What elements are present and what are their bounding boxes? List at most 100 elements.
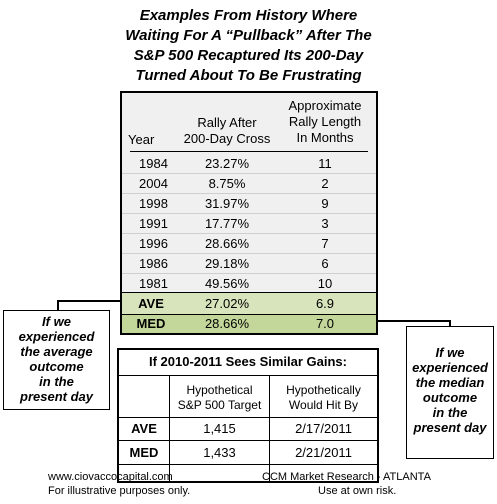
med-row: MED 28.66% 7.0 <box>122 315 376 333</box>
title-line-3: S&P 500 Recaptured Its 200-Day <box>133 47 364 64</box>
row-rally: 17.77% <box>204 216 250 231</box>
history-table: Year Rally After 200-Day Cross Approxima… <box>120 91 378 335</box>
header-underline <box>130 151 368 152</box>
projection-col-border-2 <box>269 375 270 481</box>
header-length-line-3: In Months <box>296 130 354 145</box>
footer-website: www.ciovaccocapital.com <box>48 471 173 483</box>
summary-mid-border <box>122 314 376 315</box>
median-outcome-callout: If we experienced the median outcome in … <box>406 326 494 459</box>
projection-header-border <box>119 417 377 418</box>
projection-row-border <box>119 440 377 441</box>
average-outcome-callout: If we experienced the average outcome in… <box>3 310 110 410</box>
row-rally: 29.18% <box>204 256 250 271</box>
row-year: 1986 <box>139 256 168 271</box>
header-target-line-1: Hypothetical <box>186 383 253 397</box>
callout-left-line-5: in the <box>39 374 74 389</box>
row-rally: 49.56% <box>204 276 250 291</box>
projection-med-date: 2/21/2011 <box>295 445 352 460</box>
history-table-header: Year Rally After 200-Day Cross Approxima… <box>122 93 376 151</box>
table-row: 2004 8.75% 2 <box>122 174 376 193</box>
row-separator <box>122 273 376 274</box>
row-year: 1991 <box>139 216 168 231</box>
projection-med-target: 1,433 <box>203 445 236 460</box>
row-months: 9 <box>321 196 329 211</box>
row-year: 1981 <box>139 276 168 291</box>
callout-right-line-2: experienced <box>412 360 488 375</box>
projection-bottom-row-border <box>119 464 377 465</box>
med-rally: 28.66% <box>204 316 250 331</box>
row-rally: 31.97% <box>204 196 250 211</box>
header-year: Year <box>128 132 155 147</box>
ave-months: 6.9 <box>315 296 335 311</box>
row-months: 7 <box>321 236 329 251</box>
footer-disclaimer: For illustrative purposes only. <box>48 485 191 497</box>
header-hit-line-2: Would Hit By <box>288 398 359 412</box>
header-rally-line-2: 200-Day Cross <box>183 131 271 146</box>
right-connector-vertical <box>449 320 451 327</box>
header-rally-line-1: Rally After <box>197 115 257 130</box>
summary-top-border <box>122 292 376 293</box>
row-rally: 23.27% <box>204 156 250 171</box>
table-row: 1986 29.18% 6 <box>122 254 376 273</box>
row-months: 11 <box>318 156 332 171</box>
row-rally: 8.75% <box>208 176 246 191</box>
projection-ave-date: 2/17/2011 <box>295 421 352 436</box>
projection-title-border <box>119 375 377 376</box>
title-line-2: Waiting For A “Pullback” After The <box>125 27 372 44</box>
row-months: 2 <box>321 176 329 191</box>
header-target-line-2: S&P 500 Target <box>177 398 262 412</box>
row-separator <box>122 253 376 254</box>
callout-right-line-5: in the <box>432 405 468 420</box>
row-separator <box>122 173 376 174</box>
ave-rally: 27.02% <box>204 296 250 311</box>
footer-risk: Use at own risk. <box>318 485 397 497</box>
header-target: Hypothetical S&P 500 Target <box>170 383 269 413</box>
projection-table: If 2010-2011 Sees Similar Gains: Hypothe… <box>117 348 379 483</box>
row-rally: 28.66% <box>204 236 250 251</box>
callout-right-line-1: If we <box>435 345 465 360</box>
projection-col-border-1 <box>169 375 170 481</box>
row-year: 2004 <box>139 176 168 191</box>
header-rally: Rally After 200-Day Cross <box>182 115 272 147</box>
row-separator <box>122 193 376 194</box>
callout-left-line-2: experienced <box>18 329 95 344</box>
table-row: 1981 49.56% 10 <box>122 274 376 293</box>
med-months: 7.0 <box>315 316 335 331</box>
left-connector-horizontal <box>57 300 122 302</box>
projection-ave-target: 1,415 <box>203 421 236 436</box>
ave-label: AVE <box>138 296 164 311</box>
title-line-4: Turned About To Be Frustrating <box>135 67 362 84</box>
left-connector-vertical <box>57 300 59 311</box>
projection-med-label: MED <box>129 445 159 460</box>
row-months: 10 <box>317 276 333 291</box>
header-length-line-1: Approximate <box>288 98 362 113</box>
right-connector-horizontal <box>376 320 450 322</box>
row-separator <box>122 233 376 234</box>
row-year: 1996 <box>139 236 168 251</box>
projection-title: If 2010-2011 Sees Similar Gains: <box>148 354 347 369</box>
row-months: 3 <box>321 216 329 231</box>
row-year: 1998 <box>139 196 168 211</box>
callout-right-line-3: the median <box>415 375 485 390</box>
table-row: 1991 17.77% 3 <box>122 214 376 233</box>
footer-research: CCM Market Research - ATLANTA <box>262 471 431 483</box>
callout-left-line-6: present day <box>20 389 93 404</box>
projection-ave-label: AVE <box>131 421 157 436</box>
title-line-1: Examples From History Where <box>139 7 358 24</box>
row-separator <box>122 213 376 214</box>
med-label: MED <box>136 316 166 331</box>
callout-right-line-4: outcome <box>422 390 478 405</box>
chart-title: Examples From History Where Waiting For … <box>0 6 497 86</box>
callout-left-line-3: the average <box>20 344 93 359</box>
callout-right-line-6: present day <box>413 420 487 435</box>
header-hit-date: Hypothetically Would Hit By <box>270 383 377 413</box>
table-row: 1996 28.66% 7 <box>122 234 376 253</box>
header-hit-line-1: Hypothetically <box>286 383 361 397</box>
row-year: 1984 <box>139 156 168 171</box>
callout-left-line-1: If we <box>42 314 71 329</box>
ave-row: AVE 27.02% 6.9 <box>122 293 376 314</box>
header-length: Approximate Rally Length In Months <box>274 98 376 146</box>
table-row: 1984 23.27% 11 <box>122 154 376 173</box>
callout-left-line-4: outcome <box>29 359 84 374</box>
row-months: 6 <box>321 256 329 271</box>
